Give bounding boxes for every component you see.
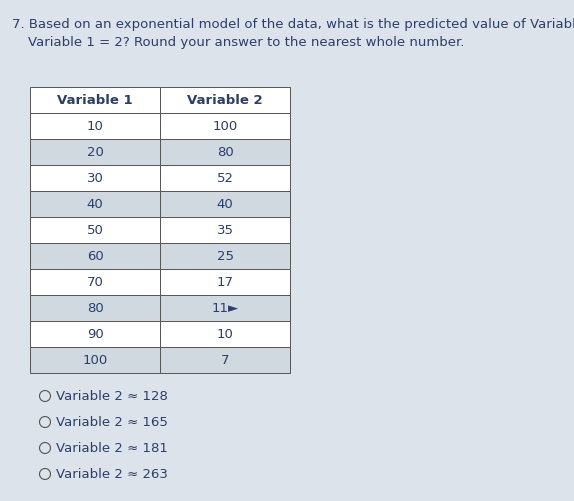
Bar	[30, 88, 160, 114]
Bar	[30, 191, 160, 217]
Text: 20: 20	[87, 146, 103, 159]
Bar	[30, 243, 160, 270]
Bar	[160, 296, 290, 321]
Bar	[30, 347, 160, 373]
Text: Variable 2 ≈ 181: Variable 2 ≈ 181	[56, 441, 168, 454]
Text: 10: 10	[216, 328, 234, 341]
Text: 52: 52	[216, 172, 234, 185]
Text: 80: 80	[87, 302, 103, 315]
Bar	[160, 88, 290, 114]
Bar	[30, 166, 160, 191]
Bar	[160, 217, 290, 243]
Text: 90: 90	[87, 328, 103, 341]
Text: 11►: 11►	[211, 302, 239, 315]
Text: 30: 30	[87, 172, 103, 185]
Text: 35: 35	[216, 224, 234, 237]
Text: Variable 2 ≈ 263: Variable 2 ≈ 263	[56, 467, 168, 480]
Text: 100: 100	[212, 120, 238, 133]
Bar	[160, 166, 290, 191]
Bar	[160, 321, 290, 347]
Text: 7. Based on an exponential model of the data, what is the predicted value of Var: 7. Based on an exponential model of the …	[12, 18, 574, 31]
Bar	[160, 347, 290, 373]
Text: 80: 80	[216, 146, 234, 159]
Bar	[160, 191, 290, 217]
Text: 60: 60	[87, 250, 103, 263]
Text: 100: 100	[83, 354, 108, 367]
Bar	[30, 270, 160, 296]
Text: Variable 2 ≈ 165: Variable 2 ≈ 165	[56, 416, 168, 429]
Bar	[30, 140, 160, 166]
Text: 40: 40	[87, 198, 103, 211]
Bar	[30, 217, 160, 243]
Text: 70: 70	[87, 276, 103, 289]
Bar	[30, 114, 160, 140]
Bar	[160, 243, 290, 270]
Text: Variable 1: Variable 1	[57, 94, 133, 107]
Text: 10: 10	[87, 120, 103, 133]
Text: 50: 50	[87, 224, 103, 237]
Bar	[30, 321, 160, 347]
Text: 25: 25	[216, 250, 234, 263]
Text: Variable 1 = 2? Round your answer to the nearest whole number.: Variable 1 = 2? Round your answer to the…	[28, 36, 464, 49]
Text: 7: 7	[221, 354, 229, 367]
Bar	[160, 140, 290, 166]
Bar	[30, 296, 160, 321]
Bar	[160, 114, 290, 140]
Bar	[160, 270, 290, 296]
Text: Variable 2 ≈ 128: Variable 2 ≈ 128	[56, 390, 168, 403]
Text: Variable 2: Variable 2	[187, 94, 263, 107]
Text: 17: 17	[216, 276, 234, 289]
Text: 40: 40	[216, 198, 234, 211]
